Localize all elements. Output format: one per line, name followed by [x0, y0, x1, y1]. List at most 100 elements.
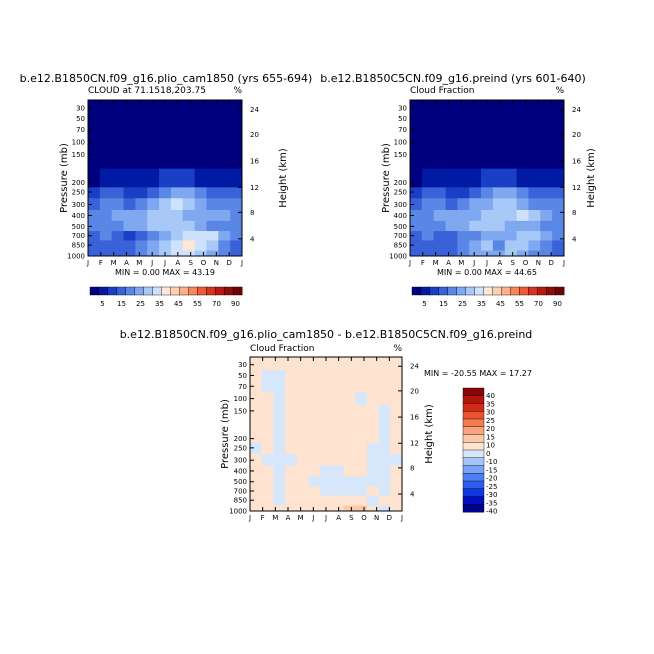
- heatmap-cell: [390, 476, 403, 487]
- heatmap-cell: [296, 404, 309, 426]
- heatmap-cell: [147, 168, 160, 188]
- heatmap-cell: [433, 168, 446, 188]
- heatmap-cell: [320, 495, 333, 507]
- colorbar-swatch: [462, 403, 485, 412]
- x-tick-label: F: [261, 514, 265, 522]
- heatmap-cell: [250, 424, 263, 444]
- heatmap-cell: [421, 124, 435, 137]
- y-tick-label: 70: [76, 126, 85, 134]
- heatmap-cell: [308, 443, 321, 455]
- heatmap-cell: [540, 187, 553, 199]
- heatmap-cell: [390, 392, 403, 406]
- heatmap-cell: [457, 187, 470, 199]
- heatmap-cell: [552, 135, 565, 149]
- heatmap-cell: [123, 113, 136, 125]
- heatmap-cell: [320, 392, 333, 406]
- heatmap-cell: [390, 486, 403, 496]
- y-tick-label: 500: [234, 478, 247, 486]
- colorbar-swatch: [483, 286, 493, 296]
- heatmap-cell: [285, 404, 298, 426]
- heatmap-cell: [99, 250, 113, 257]
- heatmap-cell: [378, 454, 391, 466]
- y-tick-label: 300: [72, 201, 85, 209]
- heatmap-cell: [159, 220, 172, 232]
- heatmap-cell: [481, 135, 494, 149]
- heatmap-cell: [552, 250, 565, 257]
- heatmap-cell: [194, 168, 207, 188]
- y-right-tick-label: 4: [250, 235, 255, 243]
- colorbar-label: 55: [515, 300, 524, 308]
- heatmap-cell: [331, 495, 344, 507]
- heatmap-cell: [273, 465, 286, 477]
- x-tick-label: J: [408, 259, 411, 267]
- heatmap-cell: [390, 424, 403, 444]
- min-max-text: MIN = -20.55 MAX = 17.27: [424, 369, 532, 378]
- heatmap-cell: [457, 135, 470, 149]
- heatmap-cell: [504, 135, 518, 149]
- y-right-tick-label: 8: [250, 209, 254, 217]
- heatmap-cell: [504, 220, 518, 232]
- heatmap-cell: [445, 100, 458, 114]
- y-tick-label: 300: [394, 201, 407, 209]
- colorbar-swatch: [188, 286, 198, 296]
- heatmap-cell: [273, 370, 286, 382]
- heatmap-cell: [492, 198, 506, 211]
- heatmap-cell: [285, 380, 298, 393]
- y-right-axis-label: Height (km): [586, 148, 597, 208]
- y-tick-label: 700: [234, 487, 247, 495]
- y-tick-label: 200: [234, 435, 247, 443]
- heatmap-cell: [194, 198, 207, 211]
- heatmap-cell: [481, 220, 494, 232]
- x-tick-label: J: [248, 514, 251, 522]
- heatmap-cell: [285, 357, 298, 371]
- y-tick-label: 150: [234, 407, 247, 415]
- y-tick-label: 150: [72, 151, 85, 159]
- heatmap-cell: [390, 465, 403, 477]
- heatmap-cell: [111, 220, 124, 232]
- heatmap-cell: [135, 220, 148, 232]
- heatmap-cell: [194, 113, 207, 125]
- x-tick-label: D: [226, 259, 231, 267]
- heatmap-cell: [273, 443, 286, 455]
- heatmap-cell: [516, 135, 529, 149]
- heatmap-cell: [445, 220, 458, 232]
- heatmap-cell: [378, 370, 391, 382]
- heatmap-cell: [457, 220, 470, 232]
- heatmap-cell: [528, 198, 541, 211]
- heatmap-cell: [433, 187, 446, 199]
- heatmap-cell: [528, 209, 541, 222]
- y-tick-label: 250: [394, 189, 407, 197]
- heatmap-cell: [528, 113, 541, 125]
- heatmap-cell: [88, 231, 101, 241]
- heatmap-cell: [170, 148, 184, 170]
- heatmap-cell: [261, 465, 274, 477]
- heatmap-cell: [492, 148, 506, 170]
- x-tick-label: J: [150, 259, 153, 267]
- heatmap-cell: [516, 148, 529, 170]
- colorbar-swatch: [170, 286, 180, 296]
- heatmap-cell: [540, 209, 553, 222]
- y-right-tick-label: 20: [572, 131, 581, 139]
- heatmap-cell: [206, 240, 219, 251]
- heatmap-cell: [111, 124, 124, 137]
- heatmap-cell: [331, 404, 344, 426]
- heatmap-cell: [111, 198, 124, 211]
- heatmap-cell: [390, 357, 403, 371]
- heatmap-cell: [123, 148, 136, 170]
- heatmap-cell: [469, 100, 482, 114]
- heatmap-cell: [528, 231, 541, 241]
- heatmap-cell: [378, 424, 391, 444]
- y-tick-label: 850: [72, 242, 85, 250]
- heatmap-cell: [540, 168, 553, 188]
- x-tick-label: M: [272, 514, 278, 522]
- heatmap-cell: [159, 100, 172, 114]
- heatmap-cell: [308, 495, 321, 507]
- heatmap-cell: [320, 370, 333, 382]
- y-tick-label: 400: [234, 467, 247, 475]
- colorbar-label: 20: [486, 425, 495, 433]
- heatmap-cell: [296, 495, 309, 507]
- heatmap-cell: [111, 135, 124, 149]
- colorbar-swatch: [429, 286, 440, 296]
- chart-subtitle: Cloud Fraction: [250, 344, 315, 354]
- x-tick-label: D: [548, 259, 553, 267]
